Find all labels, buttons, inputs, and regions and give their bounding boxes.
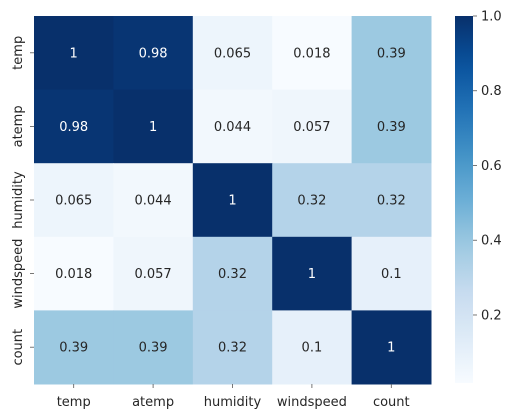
heatmap-cell-temp-atemp [113, 16, 194, 91]
heatmap-cell-count-windspeed [272, 310, 353, 385]
colorbar-tick-label: 0.8 [481, 84, 502, 99]
colorbar-tick-label: 0.2 [481, 308, 502, 323]
cell-value-label: 0.32 [297, 194, 326, 209]
heatmap-cell-windspeed-atemp [113, 236, 194, 311]
heatmap-cell-count-count [351, 310, 432, 385]
heatmap-cell-humidity-windspeed [272, 163, 353, 238]
heatmap-cell-count-temp [34, 310, 114, 385]
colorbar-gradient [455, 16, 473, 383]
y-tick-label-windspeed: windspeed [11, 239, 26, 309]
colorbar-tick-label: 0.6 [481, 159, 502, 174]
y-tick-label-humidity: humidity [11, 171, 26, 229]
x-tick-label-count: count [373, 395, 410, 410]
cell-value-label: 0.32 [218, 341, 247, 356]
cell-value-label: 0.32 [377, 194, 406, 209]
cell-value-label: 1 [228, 194, 236, 209]
heatmap-cell-count-atemp [113, 310, 194, 385]
cell-value-label: 0.065 [55, 194, 92, 209]
x-tick-label-atemp: atemp [132, 395, 174, 410]
heatmap-cell-count-humidity [192, 310, 273, 385]
x-tick-label-windspeed: windspeed [277, 395, 347, 410]
colorbar-tick-label: 0.4 [481, 234, 502, 249]
cell-value-label: 0.1 [381, 267, 402, 282]
cell-value-label: 0.32 [218, 267, 247, 282]
heatmap-cell-temp-temp [34, 16, 114, 91]
x-tick-label-temp: temp [57, 395, 91, 410]
heatmap-cell-atemp-humidity [192, 89, 273, 164]
x-axis-ticks: temp atemp humidity windspeed count [57, 384, 410, 410]
heatmap-cell-windspeed-humidity [192, 236, 273, 311]
heatmap-cell-atemp-count [351, 89, 432, 164]
heatmap-cell-windspeed-count [351, 236, 432, 311]
cell-value-label: 0.044 [214, 120, 251, 135]
heatmap-cell-atemp-atemp [113, 89, 194, 164]
heatmap-cell-atemp-windspeed [272, 89, 353, 164]
y-tick-label-count: count [11, 329, 26, 366]
heatmap-cell-temp-windspeed [272, 16, 353, 91]
cell-value-label: 1 [70, 46, 78, 61]
cell-value-label: 0.018 [55, 267, 92, 282]
cell-value-label: 0.39 [377, 120, 406, 135]
heatmap-cell-windspeed-windspeed [272, 236, 353, 311]
heatmap-cell-windspeed-temp [34, 236, 114, 311]
cell-value-label: 0.018 [293, 46, 330, 61]
cell-value-label: 0.057 [293, 120, 330, 135]
heatmap-cell-humidity-count [351, 163, 432, 238]
heatmap-cell-humidity-temp [34, 163, 114, 238]
cell-value-label: 0.057 [134, 267, 171, 282]
heatmap-cell-humidity-humidity [192, 163, 273, 238]
heatmap-cell-temp-humidity [192, 16, 273, 91]
cell-value-label: 0.39 [377, 46, 406, 61]
cell-value-label: 1 [308, 267, 316, 282]
cell-value-label: 0.1 [302, 341, 323, 356]
y-axis-ticks: temp atemp humidity windspeed count [11, 36, 34, 366]
cell-value-label: 1 [387, 341, 395, 356]
heatmap-cell-temp-count [351, 16, 432, 91]
cell-value-label: 0.98 [59, 120, 88, 135]
cell-value-label: 0.39 [59, 341, 88, 356]
y-tick-label-atemp: atemp [11, 105, 26, 147]
cell-value-label: 0.065 [214, 46, 251, 61]
cell-value-label: 1 [149, 120, 157, 135]
colorbar-tick-label: 1.0 [481, 10, 502, 25]
cell-value-label: 0.98 [139, 46, 168, 61]
y-tick-label-temp: temp [11, 36, 26, 70]
colorbar: 0.2 0.4 0.6 0.8 1.0 [455, 10, 502, 383]
heatmap-cell-atemp-temp [34, 89, 114, 164]
heatmap-cells: 1 0.98 0.065 0.018 0.39 0.98 1 0.044 0.057 0.39 0.… [34, 16, 432, 385]
cell-value-label: 0.044 [134, 194, 171, 209]
heatmap-cell-humidity-atemp [113, 163, 194, 238]
x-tick-label-humidity: humidity [204, 395, 262, 410]
cell-value-label: 0.39 [139, 341, 168, 356]
